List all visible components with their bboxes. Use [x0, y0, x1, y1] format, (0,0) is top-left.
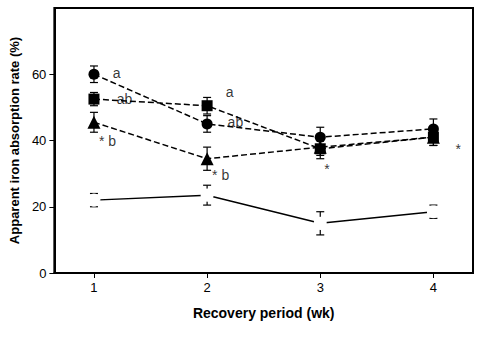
svg-text:*: * [456, 141, 462, 157]
svg-text:ab: ab [117, 91, 133, 107]
svg-text:0: 0 [39, 266, 46, 281]
svg-text:*: * [324, 161, 330, 177]
svg-text:4: 4 [430, 280, 437, 295]
svg-text:a: a [226, 84, 234, 100]
svg-text:2: 2 [203, 280, 210, 295]
svg-text:60: 60 [32, 67, 46, 82]
svg-text:* b: * b [99, 133, 116, 149]
svg-text:Recovery period (wk): Recovery period (wk) [193, 305, 335, 321]
svg-text:1: 1 [90, 280, 97, 295]
svg-text:3: 3 [317, 280, 324, 295]
svg-text:40: 40 [32, 133, 46, 148]
svg-text:Apparent iron absorption rate: Apparent iron absorption rate (%) [7, 37, 22, 244]
svg-text:20: 20 [32, 199, 46, 214]
svg-text:a: a [113, 65, 121, 81]
svg-text:ab: ab [228, 114, 244, 130]
svg-text:* b: * b [212, 167, 229, 183]
